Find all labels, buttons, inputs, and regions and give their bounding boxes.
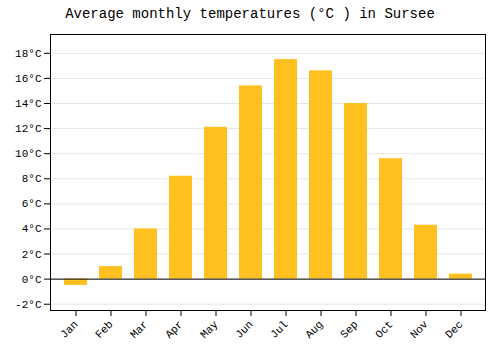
svg-text:16°C: 16°C	[15, 73, 42, 85]
svg-text:Oct: Oct	[373, 318, 395, 340]
svg-text:14°C: 14°C	[15, 98, 42, 110]
svg-text:Jul: Jul	[268, 318, 290, 340]
svg-text:18°C: 18°C	[15, 48, 42, 60]
svg-text:Jun: Jun	[233, 318, 255, 340]
svg-text:Nov: Nov	[408, 318, 431, 341]
svg-text:Mar: Mar	[128, 318, 150, 340]
svg-text:Jan: Jan	[58, 318, 80, 340]
svg-text:May: May	[198, 318, 221, 341]
svg-text:Sep: Sep	[338, 318, 360, 340]
svg-text:Dec: Dec	[443, 318, 465, 340]
svg-text:4°C: 4°C	[22, 223, 42, 235]
svg-text:10°C: 10°C	[15, 148, 42, 160]
svg-text:-2°C: -2°C	[15, 299, 42, 311]
svg-text:Aug: Aug	[303, 318, 325, 340]
html-text:Average monthly temperatures (: Average monthly temperatures (°C ) in Su…	[65, 6, 435, 22]
svg-text:12°C: 12°C	[15, 123, 42, 135]
svg-text:Feb: Feb	[93, 318, 115, 340]
svg-text:8°C: 8°C	[22, 173, 42, 185]
svg-text:0°C: 0°C	[22, 274, 42, 286]
svg-text:6°C: 6°C	[22, 198, 42, 210]
svg-text:2°C: 2°C	[22, 249, 42, 261]
svg-text:Apr: Apr	[163, 318, 185, 340]
